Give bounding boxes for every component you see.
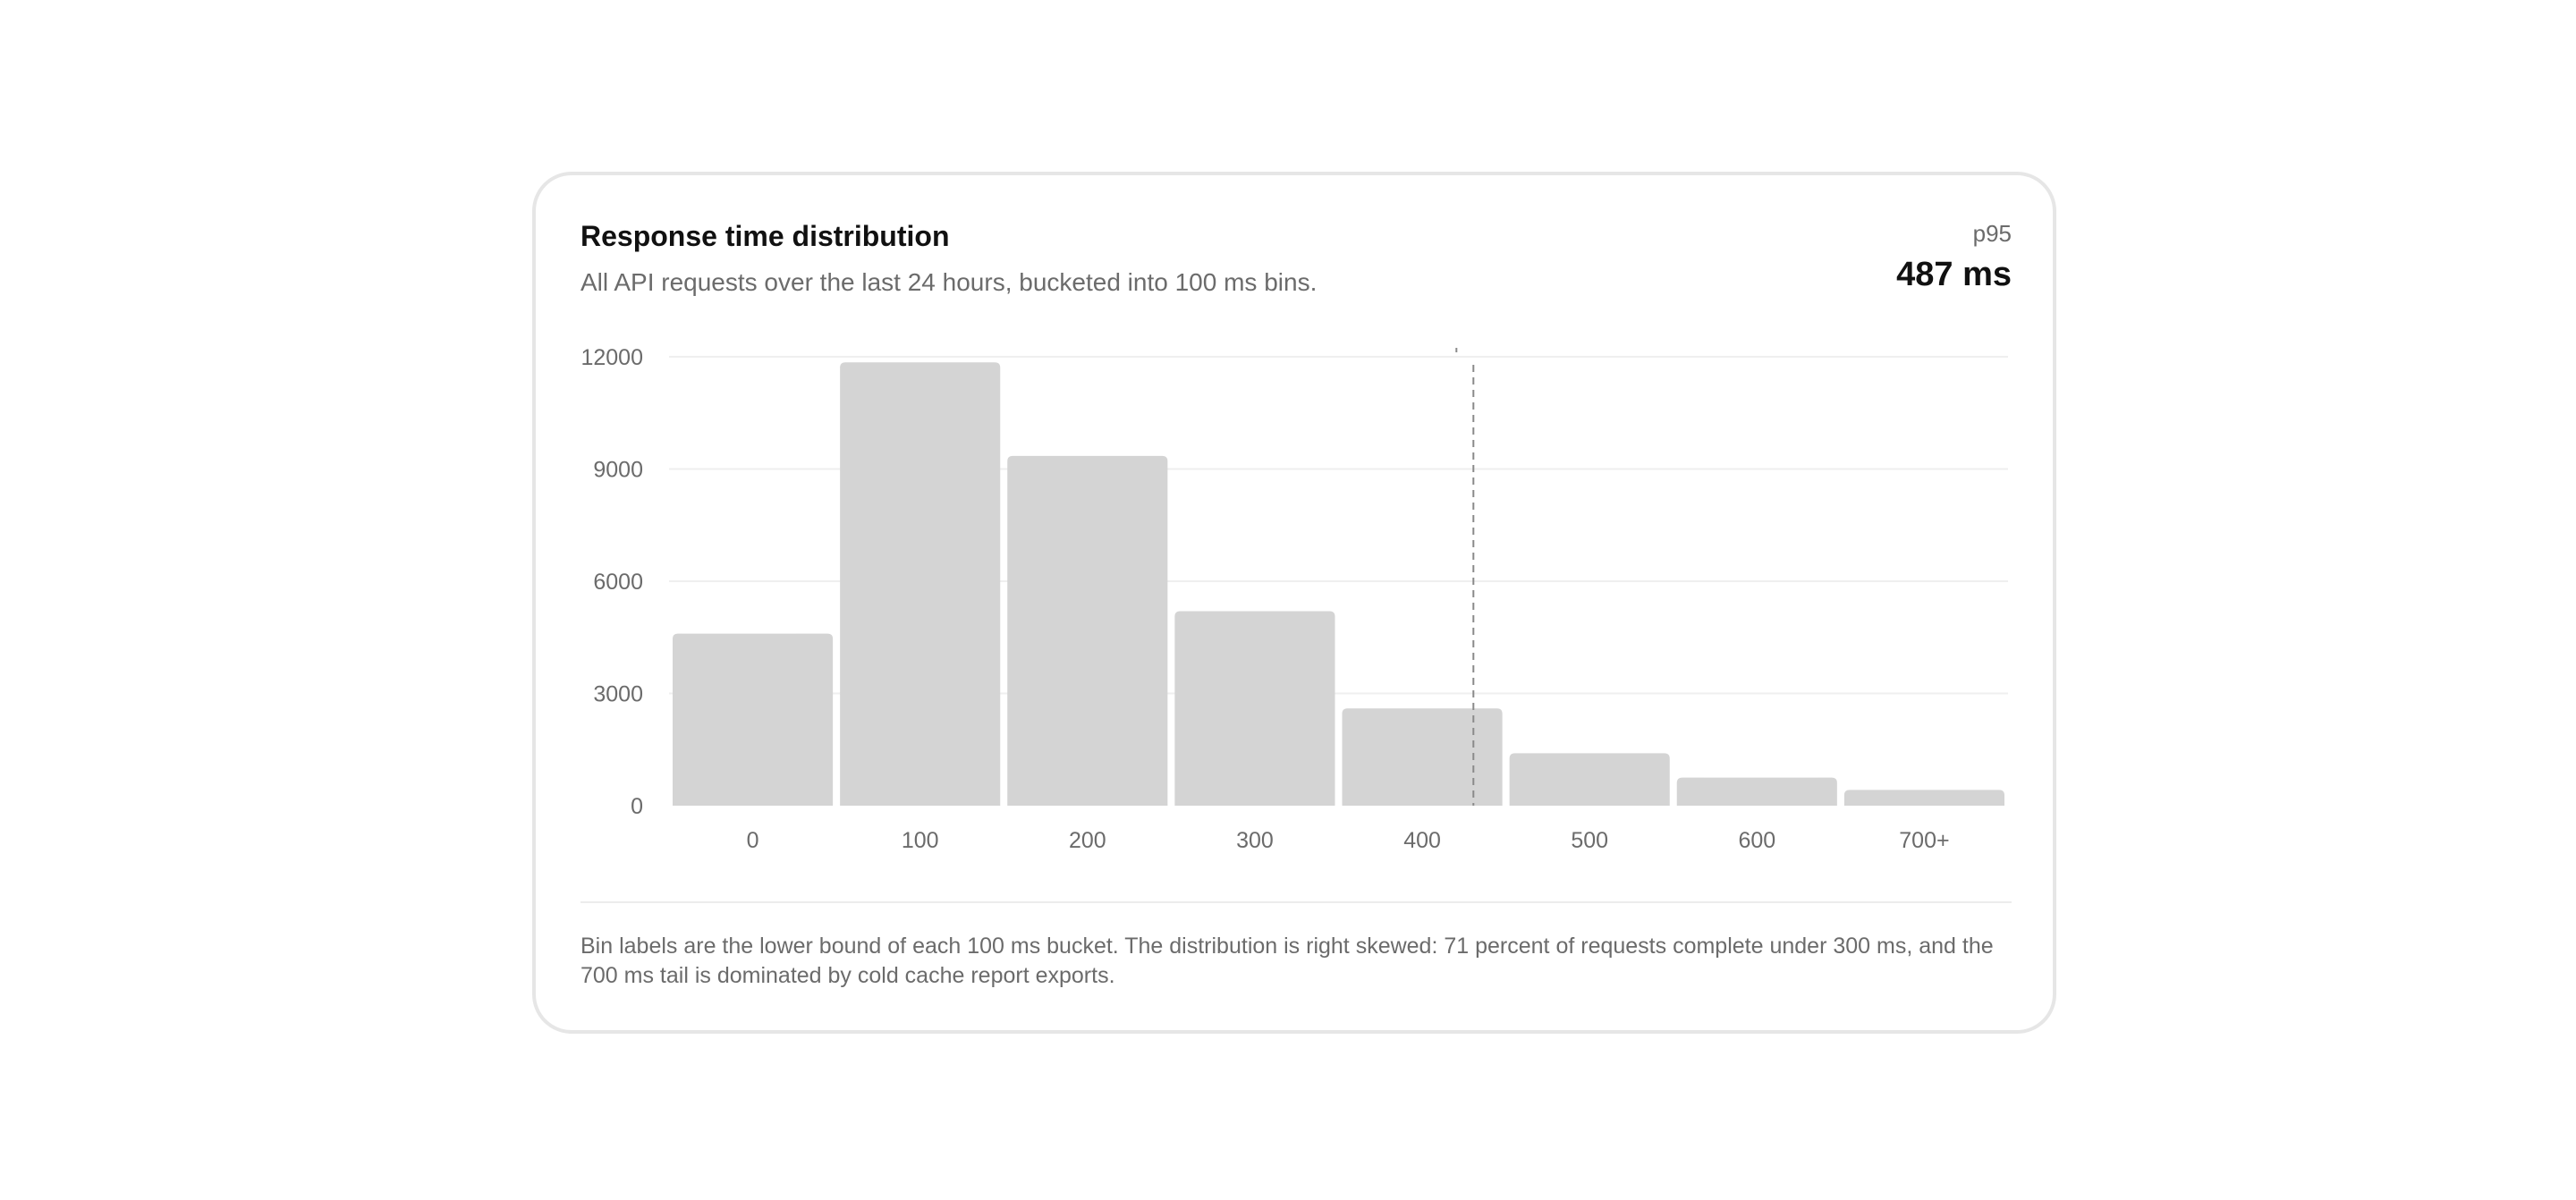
histogram-bar xyxy=(1007,455,1168,806)
histogram-bar xyxy=(1174,611,1335,806)
x-tick-label: 400 xyxy=(1403,828,1441,853)
x-tick-label: 200 xyxy=(1069,828,1106,853)
x-tick-label: 300 xyxy=(1236,828,1274,853)
y-tick-label: 0 xyxy=(631,794,643,819)
chart-footnote: Bin labels are the lower bound of each 1… xyxy=(580,934,1994,988)
x-tick-label: 600 xyxy=(1738,828,1775,853)
p95-value: 487 ms xyxy=(1896,256,2012,293)
x-tick-label: 0 xyxy=(747,828,759,853)
histogram-bar xyxy=(1509,753,1670,806)
y-tick-label: 3000 xyxy=(593,682,643,707)
y-axis-ticks: 0 3000 6000 9000 12000 xyxy=(580,345,643,819)
x-axis-ticks: 0 100 200 300 400 500 600 700+ xyxy=(747,828,1950,853)
histogram-bar xyxy=(1843,790,2004,806)
histogram-bar xyxy=(1342,708,1503,806)
x-tick-label: 700+ xyxy=(1899,828,1949,853)
bars xyxy=(673,362,2004,806)
y-tick-label: 6000 xyxy=(593,570,643,595)
y-tick-label: 9000 xyxy=(593,458,643,483)
histogram-bar xyxy=(1676,777,1837,806)
chart-card: Response time distribution All API reque… xyxy=(532,172,2056,1034)
x-tick-label: 100 xyxy=(902,828,939,853)
p95-label: p95 xyxy=(1972,220,2012,247)
histogram-chart: 0 3000 6000 9000 12000 0 100 200 300 400 500 600 70… xyxy=(580,345,2008,853)
p95-marker xyxy=(1455,348,1475,806)
footer-divider xyxy=(580,901,2012,903)
histogram-bar xyxy=(840,362,1001,806)
chart-title: Response time distribution xyxy=(580,220,950,252)
x-tick-label: 500 xyxy=(1571,828,1608,853)
chart-subtitle: All API requests over the last 24 hours,… xyxy=(580,268,1318,296)
y-tick-label: 12000 xyxy=(580,345,643,370)
histogram-bar xyxy=(673,633,834,806)
